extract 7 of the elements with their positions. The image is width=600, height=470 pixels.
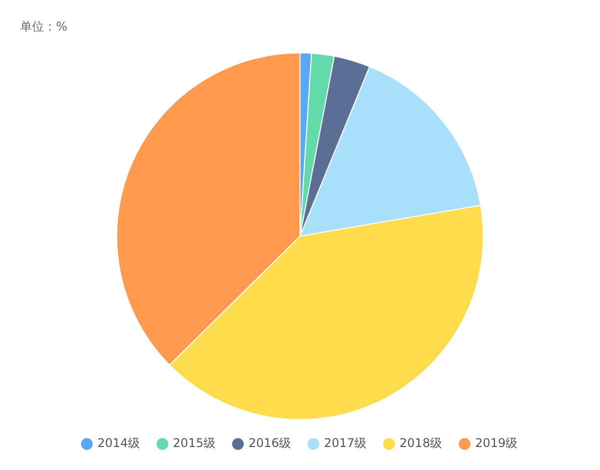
legend-label: 2018级 — [400, 436, 442, 450]
chart-title: 单位：% — [20, 19, 68, 34]
legend-label: 2017级 — [324, 436, 367, 450]
legend-label: 2019级 — [475, 436, 518, 450]
legend-label: 2016级 — [248, 436, 292, 450]
legend-label: 2015级 — [172, 436, 216, 450]
legend-label: 2014级 — [97, 436, 140, 450]
